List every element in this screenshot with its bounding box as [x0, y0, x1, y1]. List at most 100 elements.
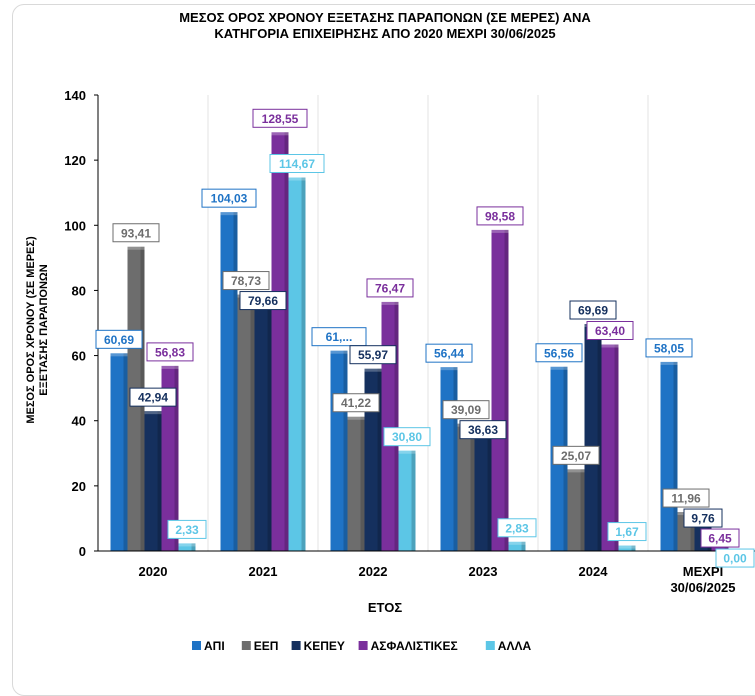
bar-cap [347, 416, 365, 420]
bar-cap [660, 361, 678, 365]
bar [618, 545, 636, 551]
data-labels: 60,69 104,03 61,... 56,44 56,56 58,05 93,41 78,… [95, 108, 755, 568]
bar-shade [267, 291, 272, 551]
bar-shade [174, 365, 179, 551]
bar-cap [220, 212, 238, 216]
data-label: 60,69 [104, 333, 134, 347]
data-label: 76,47 [375, 281, 405, 295]
chart-title-line1: ΜΕΣΟΣ ΟΡΟΣ ΧΡΟΝΟΥ ΕΞΕΤΑΣΗΣ ΠΑΡΑΠΟΝΩΝ (ΣΕ… [179, 10, 591, 25]
data-label: 56,83 [155, 345, 185, 359]
data-label-box [311, 327, 367, 347]
legend-label: ΑΛΛΑ [498, 639, 532, 653]
x-tick-label: ΜΕΧΡΙ [683, 564, 723, 579]
y-axis-title-line2: ΕΞΕΤΑΣΗΣ ΠΑΡΑΠΟΝΩΝ [38, 264, 50, 395]
chart-title-line2: ΚΑΤΗΓΟΡΙΑ ΕΠΙΧΕΙΡΗΣΗΣ ΑΠΟ 2020 ΜΕΧΡΙ 30/… [214, 26, 556, 41]
data-label: 128,55 [262, 112, 299, 126]
data-label: 93,41 [121, 226, 151, 240]
gridlines [97, 95, 649, 551]
data-label-box [459, 420, 507, 440]
y-tick-label: 120 [64, 153, 86, 168]
bar [474, 431, 492, 551]
data-label-box [129, 387, 177, 407]
data-label-box [239, 291, 287, 311]
data-label: 39,09 [451, 403, 481, 417]
data-label-box [332, 393, 380, 413]
bar [398, 450, 416, 551]
bar-shade [360, 416, 365, 551]
bar-cap [127, 246, 145, 250]
legend: ΑΠΙ ΕΕΠ ΚΕΠΕΥ ΑΣΦΑΛΙΣΤΙΚΕΣ ΑΛΛΑ [192, 639, 531, 653]
bar-cap [601, 344, 619, 348]
y-tick-label: 0 [79, 544, 86, 559]
data-label: 30,80 [392, 430, 422, 444]
legend-swatch [241, 641, 251, 650]
data-label-box [700, 528, 740, 548]
bar [110, 353, 128, 551]
bar [178, 543, 196, 551]
x-tick-label: 2024 [579, 564, 609, 579]
bar [567, 469, 585, 551]
data-label: 61,... [326, 330, 353, 344]
y-tick-label: 80 [72, 283, 86, 298]
bar [144, 411, 162, 551]
data-label: 36,63 [468, 423, 498, 437]
bar-cap [144, 411, 162, 415]
bar-shade [343, 350, 348, 551]
bar-shade [157, 411, 162, 551]
data-label-box [683, 508, 723, 528]
legend-swatch [291, 641, 301, 650]
bar [584, 324, 602, 551]
data-label-box [497, 518, 537, 538]
data-label: 42,94 [138, 391, 168, 405]
y-tick-label: 140 [64, 88, 86, 103]
data-label-box [425, 343, 473, 363]
data-label: 6,45 [708, 532, 732, 546]
data-label-box [95, 329, 143, 349]
bar-shade [614, 344, 619, 551]
data-label: 9,76 [691, 512, 715, 526]
bar-shade [123, 353, 128, 551]
data-label: 114,67 [279, 157, 315, 171]
bar-shade [690, 512, 695, 551]
data-label-box [552, 445, 600, 465]
data-label-box [269, 154, 325, 174]
bar [491, 229, 509, 551]
bar-cap [178, 543, 196, 547]
bar-shade [233, 212, 238, 551]
bar-shade [580, 469, 585, 551]
bar-shade [673, 361, 678, 551]
bar [364, 368, 382, 551]
data-label-box [252, 108, 308, 128]
legend-label: ΕΕΠ [254, 639, 279, 653]
data-label-box [167, 519, 207, 539]
bar-cap [508, 541, 526, 545]
data-label: 69,69 [578, 304, 608, 318]
data-label: 1,67 [615, 525, 639, 539]
chart-title: ΜΕΣΟΣ ΟΡΟΣ ΧΡΟΝΟΥ ΕΞΕΤΑΣΗΣ ΠΑΡΑΠΟΝΩΝ (ΣΕ… [90, 10, 680, 42]
bar-shade [453, 367, 458, 551]
bar-shade [521, 541, 526, 551]
legend-label: ΑΣΦΑΛΙΣΤΙΚΕΣ [371, 639, 458, 653]
x-tick-label: 2022 [359, 564, 388, 579]
bar-cap [618, 545, 636, 549]
bar-shade [504, 229, 509, 551]
data-label-box [383, 427, 431, 447]
bar-cap [271, 132, 289, 136]
data-label-box [146, 342, 194, 362]
bar-cap [364, 368, 382, 372]
data-label: 63,40 [595, 324, 625, 338]
bar-shade [301, 177, 306, 552]
bar-shade [631, 545, 636, 551]
data-label-box [715, 548, 755, 568]
bar-shade [377, 368, 382, 551]
bar-cap [550, 366, 568, 370]
bar-shade [487, 431, 492, 551]
bar-cap [491, 229, 509, 233]
bar-shade [470, 423, 475, 551]
bar [220, 212, 238, 551]
data-label: 56,56 [544, 346, 574, 360]
data-label-box [645, 338, 693, 358]
data-label-box [476, 206, 524, 226]
data-label: 2,33 [175, 523, 199, 537]
bar-shade [597, 324, 602, 551]
